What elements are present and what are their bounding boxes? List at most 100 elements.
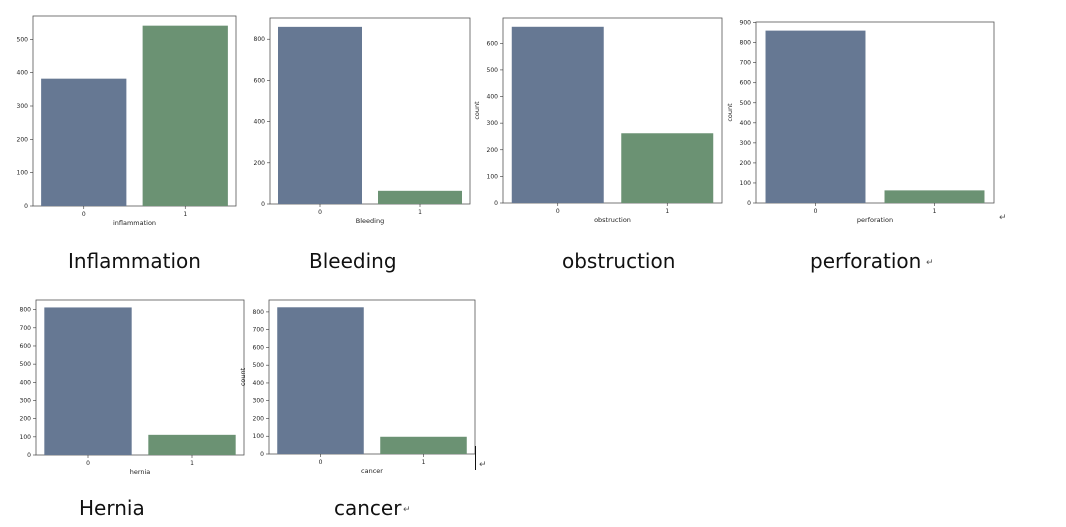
y-tick-label: 300 — [740, 140, 752, 147]
y-tick-label: 400 — [253, 380, 265, 387]
y-tick-label: 200 — [20, 416, 32, 423]
chart-svg-obstruction: 0 100 200 300 400 500 600 0 1 obstruction count — [473, 17, 723, 224]
y-tick-label: 600 — [253, 344, 265, 351]
bar-0 — [41, 78, 127, 206]
bar-1 — [884, 190, 985, 203]
chart-svg-hernia: 0 100 200 300 400 500 600 700 800 0 1 hernia — [20, 299, 245, 476]
y-tick-label: 700 — [20, 325, 32, 332]
bar-1 — [621, 133, 714, 203]
y-tick-label: 900 — [740, 20, 752, 27]
bar-0 — [44, 307, 132, 455]
x-tick-label: 1 — [190, 460, 194, 467]
y-tick-label: 500 — [20, 361, 32, 368]
return-mark-icon: ↵ — [403, 505, 411, 515]
return-mark-icon: ↵ — [479, 460, 487, 470]
y-tick-label: 0 — [261, 201, 265, 208]
x-tick-label: 0 — [814, 208, 818, 215]
y-axis-label: count — [239, 367, 247, 386]
text-cursor — [475, 446, 476, 470]
bar-0 — [511, 26, 604, 203]
y-tick-label: 200 — [740, 160, 752, 167]
y-tick-label: 600 — [740, 80, 752, 87]
y-tick-label: 0 — [260, 451, 264, 458]
x-axis-label: cancer — [361, 467, 383, 475]
return-mark-icon: ↵ — [999, 213, 1007, 223]
chart-svg-inflammation: 0 100 200 300 400 500 0 1 inflammation — [17, 15, 237, 227]
caption-perforation: perforation — [810, 249, 922, 273]
x-tick-label: 0 — [556, 208, 560, 215]
y-tick-label: 500 — [253, 362, 265, 369]
y-tick-label: 600 — [487, 40, 499, 47]
y-tick-label: 400 — [740, 120, 752, 127]
caption-inflammation: Inflammation — [68, 249, 201, 273]
y-tick-label: 100 — [17, 170, 29, 177]
y-tick-label: 700 — [740, 60, 752, 67]
y-tick-label: 300 — [17, 103, 29, 110]
y-tick-label: 200 — [487, 147, 499, 154]
x-axis-label: perforation — [857, 216, 893, 224]
y-tick-label: 500 — [487, 67, 499, 74]
chart-cancer: 0 100 200 300 400 500 600 700 800 0 1 cancer count — [230, 292, 480, 477]
x-tick-label: 1 — [418, 209, 422, 216]
chart-svg-bleeding: 0 200 400 600 800 0 1 Bleeding — [254, 17, 471, 225]
y-tick-label: 0 — [747, 200, 751, 207]
y-tick-label: 800 — [254, 36, 266, 43]
y-tick-label: 300 — [20, 397, 32, 404]
y-tick-label: 500 — [17, 36, 29, 43]
bar-1 — [142, 25, 228, 206]
x-axis-label: Bleeding — [356, 217, 384, 225]
y-tick-label: 200 — [254, 160, 266, 167]
bar-0 — [765, 30, 866, 203]
y-tick-label: 100 — [20, 434, 32, 441]
x-tick-label: 1 — [665, 208, 669, 215]
y-tick-label: 400 — [17, 70, 29, 77]
y-tick-label: 300 — [253, 398, 265, 405]
x-axis-label: inflammation — [113, 219, 156, 227]
x-tick-label: 0 — [318, 209, 322, 216]
x-axis-label: hernia — [130, 468, 151, 476]
y-tick-label: 800 — [20, 307, 32, 314]
y-tick-label: 400 — [20, 379, 32, 386]
y-tick-label: 100 — [253, 433, 265, 440]
y-tick-label: 600 — [20, 343, 32, 350]
chart-perforation: 0 100 200 300 400 500 600 700 800 900 0 1 perforatio… — [720, 8, 1010, 230]
caption-obstruction: obstruction — [562, 249, 676, 273]
y-tick-label: 400 — [254, 119, 266, 126]
y-tick-label: 100 — [740, 180, 752, 187]
y-tick-label: 100 — [487, 173, 499, 180]
y-tick-label: 0 — [494, 200, 498, 207]
x-tick-label: 1 — [422, 459, 426, 466]
y-tick-label: 600 — [254, 77, 266, 84]
y-tick-label: 800 — [253, 309, 265, 316]
x-tick-label: 0 — [82, 211, 86, 218]
chart-svg-perforation: 0 100 200 300 400 500 600 700 800 900 0 1 perforatio… — [726, 20, 995, 224]
y-tick-label: 300 — [487, 120, 499, 127]
x-tick-label: 1 — [183, 211, 187, 218]
caption-cancer: cancer — [334, 496, 402, 520]
bar-1 — [148, 434, 236, 455]
chart-inflammation: 0 100 200 300 400 500 0 1 inflammation — [0, 8, 250, 230]
y-tick-label: 700 — [253, 327, 265, 334]
chart-svg-cancer: 0 100 200 300 400 500 600 700 800 0 1 cancer count — [239, 299, 476, 475]
y-axis-label: count — [726, 103, 734, 122]
y-axis-label: count — [473, 101, 481, 120]
y-tick-label: 200 — [253, 415, 265, 422]
chart-bleeding: 0 200 400 600 800 0 1 Bleeding — [235, 8, 485, 230]
y-tick-label: 800 — [740, 40, 752, 47]
bar-0 — [278, 26, 362, 204]
bar-1 — [378, 190, 462, 204]
y-tick-label: 400 — [487, 94, 499, 101]
caption-bleeding: Bleeding — [309, 249, 397, 273]
chart-hernia: 0 100 200 300 400 500 600 700 800 0 1 hernia — [0, 292, 250, 477]
bar-1 — [380, 436, 467, 454]
x-tick-label: 0 — [86, 460, 90, 467]
x-tick-label: 0 — [319, 459, 323, 466]
x-tick-label: 1 — [933, 208, 937, 215]
caption-hernia: Hernia — [79, 496, 145, 520]
y-tick-label: 200 — [17, 136, 29, 143]
return-mark-icon: ↵ — [926, 258, 934, 268]
y-tick-label: 500 — [740, 100, 752, 107]
chart-obstruction: 0 100 200 300 400 500 600 0 1 obstruction count — [470, 8, 730, 230]
y-tick-label: 0 — [27, 452, 31, 459]
x-axis-label: obstruction — [594, 216, 631, 224]
